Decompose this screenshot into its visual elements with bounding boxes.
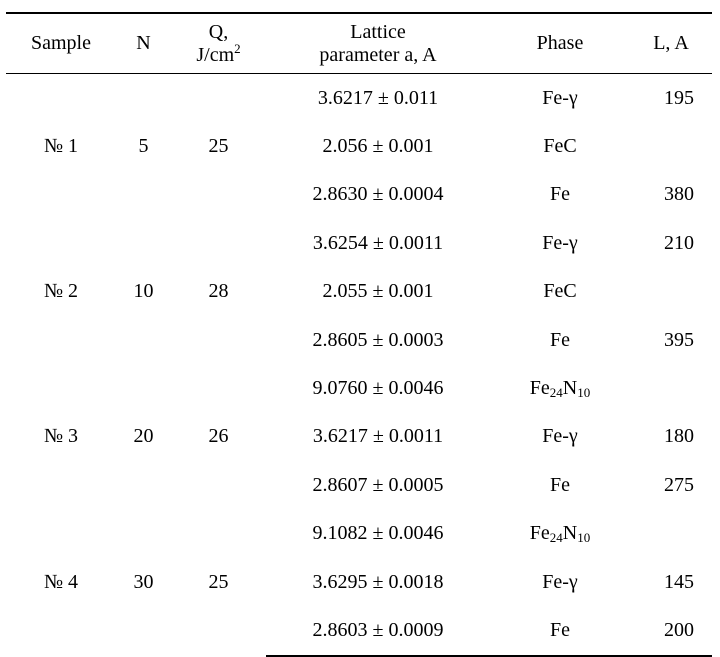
table-row: 3.6295 ± 0.0018 Fe-γ 145 <box>6 558 712 606</box>
header-n: N <box>116 12 171 74</box>
header-q-sup: 2 <box>234 40 241 56</box>
lattice-cell: 3.6217 ± 0.0011 <box>312 425 444 448</box>
lattice-cell: 2.055 ± 0.001 <box>322 280 434 303</box>
lattice-cell: 2.056 ± 0.001 <box>322 135 434 158</box>
table-row: 2.056 ± 0.001 FeC <box>6 122 712 170</box>
l-cell: 145 <box>664 570 694 593</box>
phase-base: Fe <box>529 377 550 400</box>
lattice-cell: 3.6295 ± 0.0018 <box>312 570 444 593</box>
phase-cell: FeC <box>543 135 577 158</box>
phase-base: N <box>562 377 578 400</box>
phase-cell: Fe-γ <box>542 570 578 593</box>
sample-cell: № 4 <box>43 571 79 594</box>
header-q: Q, J/cm2 <box>171 12 266 74</box>
l-cell: 180 <box>664 425 694 448</box>
q-cell: 25 <box>208 135 229 158</box>
table-row: 2.8630 ± 0.0004 Fe 380 <box>6 171 712 219</box>
phase-cell: Fe24N10 <box>490 364 630 412</box>
header-lattice-line1: Lattice <box>350 20 406 43</box>
table-row: 2.055 ± 0.001 FeC <box>6 268 712 316</box>
header-row: Sample N Q, J/cm2 Lattice parameter a, A… <box>6 12 712 74</box>
l-cell: 200 <box>630 606 712 657</box>
sample-cell: № 3 <box>43 425 79 448</box>
sample-cell: № 1 <box>43 135 79 158</box>
results-table: Sample N Q, J/cm2 Lattice parameter a, A… <box>6 12 712 657</box>
phase-cell: Fe <box>550 328 570 351</box>
q-cell: 28 <box>208 280 229 303</box>
n-cell: 5 <box>138 135 149 158</box>
table-row: 3.6217 ± 0.0011 Fe-γ 180 <box>6 413 712 461</box>
l-cell <box>630 268 712 316</box>
l-cell <box>630 510 712 558</box>
table-row: № 4 30 25 9.1082 ± 0.0046 Fe24N10 <box>6 510 712 593</box>
l-cell: 195 <box>664 86 694 109</box>
phase-cell: Fe-γ <box>542 86 578 109</box>
lattice-cell: 2.8605 ± 0.0003 <box>312 328 444 351</box>
lattice-cell: 2.8607 ± 0.0005 <box>312 473 444 496</box>
table-row: № 3 20 26 9.0760 ± 0.0046 Fe24N10 <box>6 364 712 447</box>
phase-cell: Fe-γ <box>542 231 578 254</box>
phase-sub: 24 <box>549 385 563 401</box>
n-cell: 20 <box>133 425 154 448</box>
header-q-line1: Q, <box>208 20 229 43</box>
lattice-cell: 9.0760 ± 0.0046 <box>312 377 444 400</box>
phase-cell: Fe <box>550 473 570 496</box>
l-cell: 275 <box>664 473 694 496</box>
table-body: № 1 5 25 3.6217 ± 0.011 Fe-γ 195 2.056 ±… <box>6 74 712 657</box>
n-cell: 10 <box>133 280 154 303</box>
phase-cell: Fe <box>550 183 570 206</box>
l-cell <box>630 364 712 412</box>
lattice-cell: 3.6254 ± 0.0011 <box>312 231 444 254</box>
phase-base: Fe <box>529 522 550 545</box>
q-cell: 26 <box>208 425 229 448</box>
l-cell: 395 <box>664 328 694 351</box>
q-cell: 25 <box>208 571 229 594</box>
table-row: № 1 5 25 3.6217 ± 0.011 Fe-γ 195 <box>6 74 712 157</box>
phase-sub: 24 <box>549 530 563 546</box>
l-cell <box>630 122 712 170</box>
phase-base: N <box>562 522 578 545</box>
header-q-line2: J/cm <box>196 43 235 66</box>
header-l: L, A <box>630 12 712 74</box>
phase-cell: FeC <box>543 280 577 303</box>
table-row: № 2 10 28 3.6254 ± 0.0011 Fe-γ 210 <box>6 219 712 302</box>
l-cell: 210 <box>664 231 694 254</box>
sample-cell: № 2 <box>43 280 79 303</box>
table-row: 2.8607 ± 0.0005 Fe 275 <box>6 461 712 509</box>
phase-cell: Fe24N10 <box>490 510 630 558</box>
header-lattice-line2: parameter a, A <box>319 43 437 66</box>
phase-sub: 10 <box>577 530 591 546</box>
lattice-cell: 3.6217 ± 0.011 <box>317 86 439 109</box>
l-cell: 380 <box>664 183 694 206</box>
header-phase: Phase <box>490 12 630 74</box>
lattice-cell: 2.8630 ± 0.0004 <box>312 183 444 206</box>
header-sample: Sample <box>6 12 116 74</box>
phase-cell: Fe <box>490 606 630 657</box>
phase-sub: 10 <box>577 385 591 401</box>
table-row: 2.8605 ± 0.0003 Fe 395 <box>6 316 712 364</box>
lattice-cell: 9.1082 ± 0.0046 <box>312 522 444 545</box>
table-header: Sample N Q, J/cm2 Lattice parameter a, A… <box>6 12 712 74</box>
header-lattice: Lattice parameter a, A <box>266 12 490 74</box>
n-cell: 30 <box>133 571 154 594</box>
phase-cell: Fe-γ <box>542 425 578 448</box>
lattice-cell: 2.8603 ± 0.0009 <box>266 606 490 657</box>
